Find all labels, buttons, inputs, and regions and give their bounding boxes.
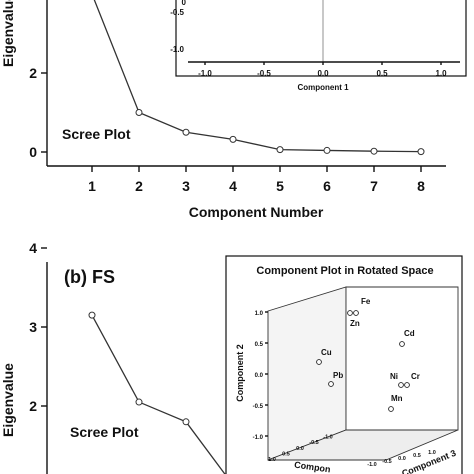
panel-a-inset: 0 -0.5 -1.0 -1.0 -0.5 0.0 0.5 1.0 Component … [170,0,467,92]
panel-b-inset-point [399,341,405,347]
panel-a-y-tick-label: 2 [29,65,37,81]
panel-b-inset-bottom-tick-label: 0.5 [282,451,290,457]
panel-a-inset-x-label: Component 1 [297,83,349,92]
panel-a-x-label: Component Number [189,204,324,220]
panel-a-point [276,146,284,154]
panel-a-point [323,146,331,154]
panel-a-inset-x-tick-label: 1.0 [435,69,447,78]
panel-b-inset-point-label: Pb [333,371,343,380]
panel-b-inset-bottom-tick-label: -1.0 [323,435,332,441]
panel-a-annotation: Scree Plot [62,126,131,142]
panel-b-inset-point [316,359,322,365]
panel-b-inset-point [347,310,353,316]
panel-b-box-back-wall [345,286,459,431]
panel-b-inset-y-ticks: 1.0 0.5 0.0 -0.5 -1.0 [253,311,268,441]
panel-a-inset-x-tick-label: -0.5 [257,69,271,78]
panel-b-inset-bottom-tick-label: 0.5 [413,453,421,459]
panel-b-inset-y-tick-label: -0.5 [253,404,264,410]
panel-b-inset-point-label: Cd [404,329,415,338]
panel-b-inset-point [398,382,404,388]
panel-b-inset-bottom-tick-label: 0.0 [296,446,304,452]
panel-b-inset-point [353,310,359,316]
panel-b-inset: Component Plot in Rotated Space 1.0 0.5 0.… [225,255,463,474]
panel-a-series [93,0,425,156]
panel-b-series [88,311,226,474]
panel-b-inset-bottom-tick-label: 1.0 [268,457,276,463]
panel-b-point [182,418,190,426]
panel-a-point [370,147,378,155]
panel-a-inset-x-tick-label: 0.5 [376,69,388,78]
panel-b-y-tick-label: 2 [29,398,37,414]
panel-a-point [417,148,425,156]
panel-a-inset-frame [175,0,467,77]
panel-a-y-ticks: 0 2 4 [29,0,47,160]
panel-b-annotation: Scree Plot [70,424,139,440]
panel-b-inset-y-tick-label: 0.5 [255,342,264,348]
panel-a-point [182,128,190,136]
panel-a-inset-partial-tick: 0 [182,0,187,7]
panel-b-inset-bottom-tick-label: -1.0 [367,462,376,468]
panel-a-x-ticks: 1 2 3 4 5 6 7 8 [88,166,425,194]
panel-a-x-tick-label: 7 [370,178,378,194]
panel-b-inset-point-label: Mn [391,394,403,403]
panel-b-inset-y-tick-label: 0.0 [255,373,264,379]
panel-b-y-label: Eigenvalue [0,363,16,437]
panel-b-label: (b) FS [64,267,115,287]
panel-a-inset-x-tick-label: -1.0 [198,69,212,78]
panel-a-x-tick-label: 4 [229,178,237,194]
panel-b-inset-point [328,381,334,387]
panel-a-point [229,135,237,143]
panel-a-inset-x-ticks: -1.0 -0.5 0.0 0.5 1.0 [198,62,447,78]
panel-b-inset-point-label: Ni [390,372,398,381]
panel-b-inset-y-tick-label: -1.0 [253,435,264,441]
panel-a-y-tick-label: 4 [29,0,37,2]
panel-b-inset-bottom-tick-label: 0.0 [398,456,406,462]
panel-a-x-tick-label: 8 [417,178,425,194]
panel-b-inset-y-tick-label: 1.0 [255,311,264,317]
panel-a-x-tick-label: 1 [88,178,96,194]
panel-b-inset-points: Fe Zn Cd Cu Pb Ni Cr Mn [316,297,420,412]
panel-b-inset-axis-label-comp2: Component 2 [235,344,245,402]
panel-b-inset-point-label: Zn [350,319,360,328]
panel-b-inset-point-label: Cr [411,372,420,381]
panel-b-inset-title: Component Plot in Rotated Space [256,265,433,277]
panel-a-x-tick-label: 3 [182,178,190,194]
panel-b-inset-point-label: Fe [361,297,371,306]
panel-b-inset-bottom-ticks: 1.0 0.5 0.0 -0.5 -1.0 -1.0 -0.5 0.0 0.5 1.0 [268,435,436,468]
panel-b-inset-bottom-tick-label: 1.0 [428,450,436,456]
panel-a-y-label: Eigenvalue [0,0,16,67]
panel-a-y-tick-label: 0 [29,144,37,160]
panel-b-line [91,314,226,474]
panel-b-inset-point [388,406,394,412]
panel-a-x-tick-label: 6 [323,178,331,194]
panel-b-point [88,311,96,319]
panel-b-inset-point [404,382,410,388]
panel-b-point [135,398,143,406]
panel-b-inset-bottom-tick-label: -0.5 [309,440,318,446]
panel-a-x-tick-label: 5 [276,178,284,194]
panel-a-inset-x-tick-label: 0.0 [317,69,329,78]
panel-a-point [135,109,143,116]
panel-a-inset-ytick: -1.0 [170,45,184,54]
panel-a-inset-ytick: -0.5 [170,8,184,17]
panel-a-x-tick-label: 2 [135,178,143,194]
panel-b-inset-point-label: Cu [321,348,332,357]
panel-b-y-tick-label: 4 [29,240,37,256]
panel-b-y-tick-label: 3 [29,319,37,335]
panel-b-box-floor [267,429,459,461]
panel-b-inset-axis-label-comp1: Compon [294,460,332,474]
panel-a-line [93,0,422,153]
panel-a: Eigenvalue Component Number Scree Plot 0… [0,0,467,220]
panel-b-inset-bottom-tick-label: -0.5 [382,459,391,465]
